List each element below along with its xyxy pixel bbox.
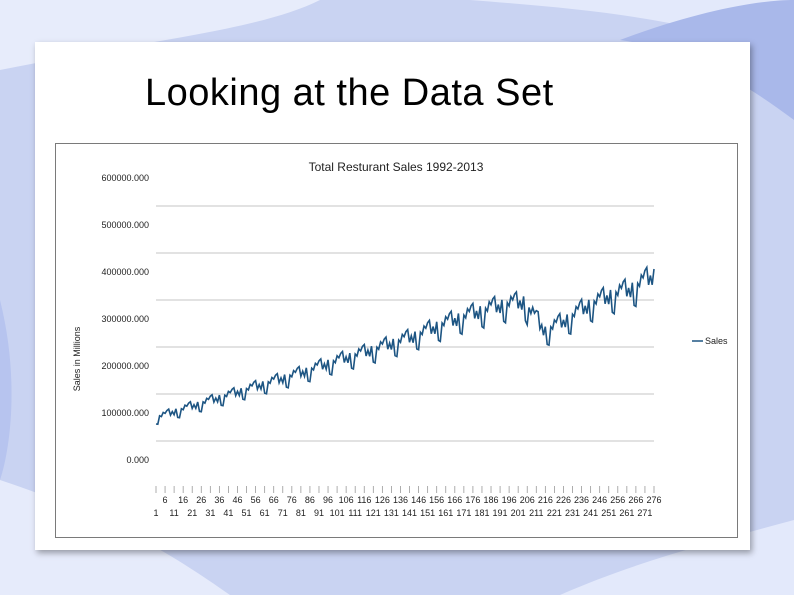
x-tick-label-lower: 41 xyxy=(223,508,233,518)
x-tick-label-lower: 151 xyxy=(420,508,435,518)
series-layer xyxy=(155,264,655,426)
x-tick-label-lower: 241 xyxy=(583,508,598,518)
x-tick-label-lower: 111 xyxy=(348,508,362,518)
chart-frame: Total Resturant Sales 1992-2013 600000.0… xyxy=(55,143,738,538)
x-tick-label-upper: 186 xyxy=(484,495,499,505)
x-tick-label-lower: 1 xyxy=(153,508,158,518)
x-tick-label-upper: 146 xyxy=(411,495,426,505)
x-tick-label-lower: 21 xyxy=(187,508,197,518)
x-tick-label-lower: 201 xyxy=(511,508,526,518)
x-tick-label-upper: 106 xyxy=(339,495,354,505)
legend-label-sales: Sales xyxy=(705,336,728,346)
x-tick-label-upper: 176 xyxy=(465,495,480,505)
x-tick-label-upper: 266 xyxy=(628,495,643,505)
x-tick-label-upper: 36 xyxy=(214,495,224,505)
x-tick-label-lower: 181 xyxy=(474,508,489,518)
x-tick-label-upper: 156 xyxy=(429,495,444,505)
y-tick-label: 400000.000 xyxy=(101,267,149,277)
legend: Sales xyxy=(692,336,728,346)
x-axis-ticks: 6116112621363146415651666176718681969110… xyxy=(153,486,662,518)
x-tick-label-lower: 271 xyxy=(637,508,652,518)
slide-title: Looking at the Data Set xyxy=(145,72,554,114)
x-tick-label-upper: 126 xyxy=(375,495,390,505)
x-tick-label-upper: 26 xyxy=(196,495,206,505)
x-tick-label-upper: 206 xyxy=(520,495,535,505)
chart-svg: Total Resturant Sales 1992-2013 600000.0… xyxy=(72,160,728,518)
x-tick-label-upper: 76 xyxy=(287,495,297,505)
x-tick-label-lower: 71 xyxy=(278,508,288,518)
x-tick-label-lower: 221 xyxy=(547,508,562,518)
x-tick-label-lower: 161 xyxy=(438,508,453,518)
x-tick-label-lower: 231 xyxy=(565,508,580,518)
y-tick-label: 300000.000 xyxy=(101,314,149,324)
x-tick-label-lower: 191 xyxy=(493,508,508,518)
series-line-sales xyxy=(155,264,655,426)
x-tick-label-upper: 116 xyxy=(357,495,371,505)
x-tick-label-lower: 211 xyxy=(529,508,543,518)
x-tick-label-upper: 6 xyxy=(163,495,168,505)
x-tick-label-upper: 46 xyxy=(232,495,242,505)
x-tick-label-upper: 236 xyxy=(574,495,589,505)
x-tick-label-lower: 131 xyxy=(384,508,399,518)
x-tick-label-upper: 136 xyxy=(393,495,408,505)
x-tick-label-lower: 121 xyxy=(366,508,381,518)
x-tick-label-lower: 261 xyxy=(619,508,634,518)
x-tick-label-upper: 216 xyxy=(538,495,553,505)
y-tick-label: 100000.000 xyxy=(101,408,149,418)
x-tick-label-lower: 251 xyxy=(601,508,616,518)
y-axis-label: Sales in Millions xyxy=(72,326,82,391)
x-tick-label-upper: 196 xyxy=(502,495,517,505)
x-tick-label-lower: 11 xyxy=(169,508,178,518)
x-tick-label-upper: 86 xyxy=(305,495,315,505)
y-tick-label: 200000.000 xyxy=(101,361,149,371)
x-tick-label-lower: 51 xyxy=(242,508,252,518)
x-tick-label-upper: 56 xyxy=(251,495,261,505)
x-tick-label-upper: 246 xyxy=(592,495,607,505)
x-tick-label-lower: 31 xyxy=(205,508,215,518)
y-tick-label: 500000.000 xyxy=(101,220,149,230)
x-tick-label-upper: 226 xyxy=(556,495,571,505)
x-tick-label-lower: 171 xyxy=(456,508,471,518)
x-tick-label-upper: 96 xyxy=(323,495,333,505)
x-tick-label-lower: 91 xyxy=(314,508,324,518)
x-tick-label-lower: 101 xyxy=(330,508,345,518)
chart-title: Total Resturant Sales 1992-2013 xyxy=(309,160,484,174)
y-tick-label: 600000.000 xyxy=(101,173,149,183)
y-tick-label: 0.000 xyxy=(126,455,149,465)
x-tick-label-upper: 66 xyxy=(269,495,279,505)
x-tick-label-upper: 256 xyxy=(610,495,625,505)
y-axis-ticks: 600000.000 500000.000 400000.000 300000.000… xyxy=(101,173,149,465)
x-tick-label-upper: 276 xyxy=(646,495,661,505)
x-tick-label-upper: 16 xyxy=(178,495,188,505)
x-tick-label-lower: 141 xyxy=(402,508,417,518)
x-tick-label-upper: 166 xyxy=(447,495,462,505)
x-tick-label-lower: 61 xyxy=(260,508,270,518)
x-tick-label-lower: 81 xyxy=(296,508,306,518)
grid-lines xyxy=(156,205,654,442)
